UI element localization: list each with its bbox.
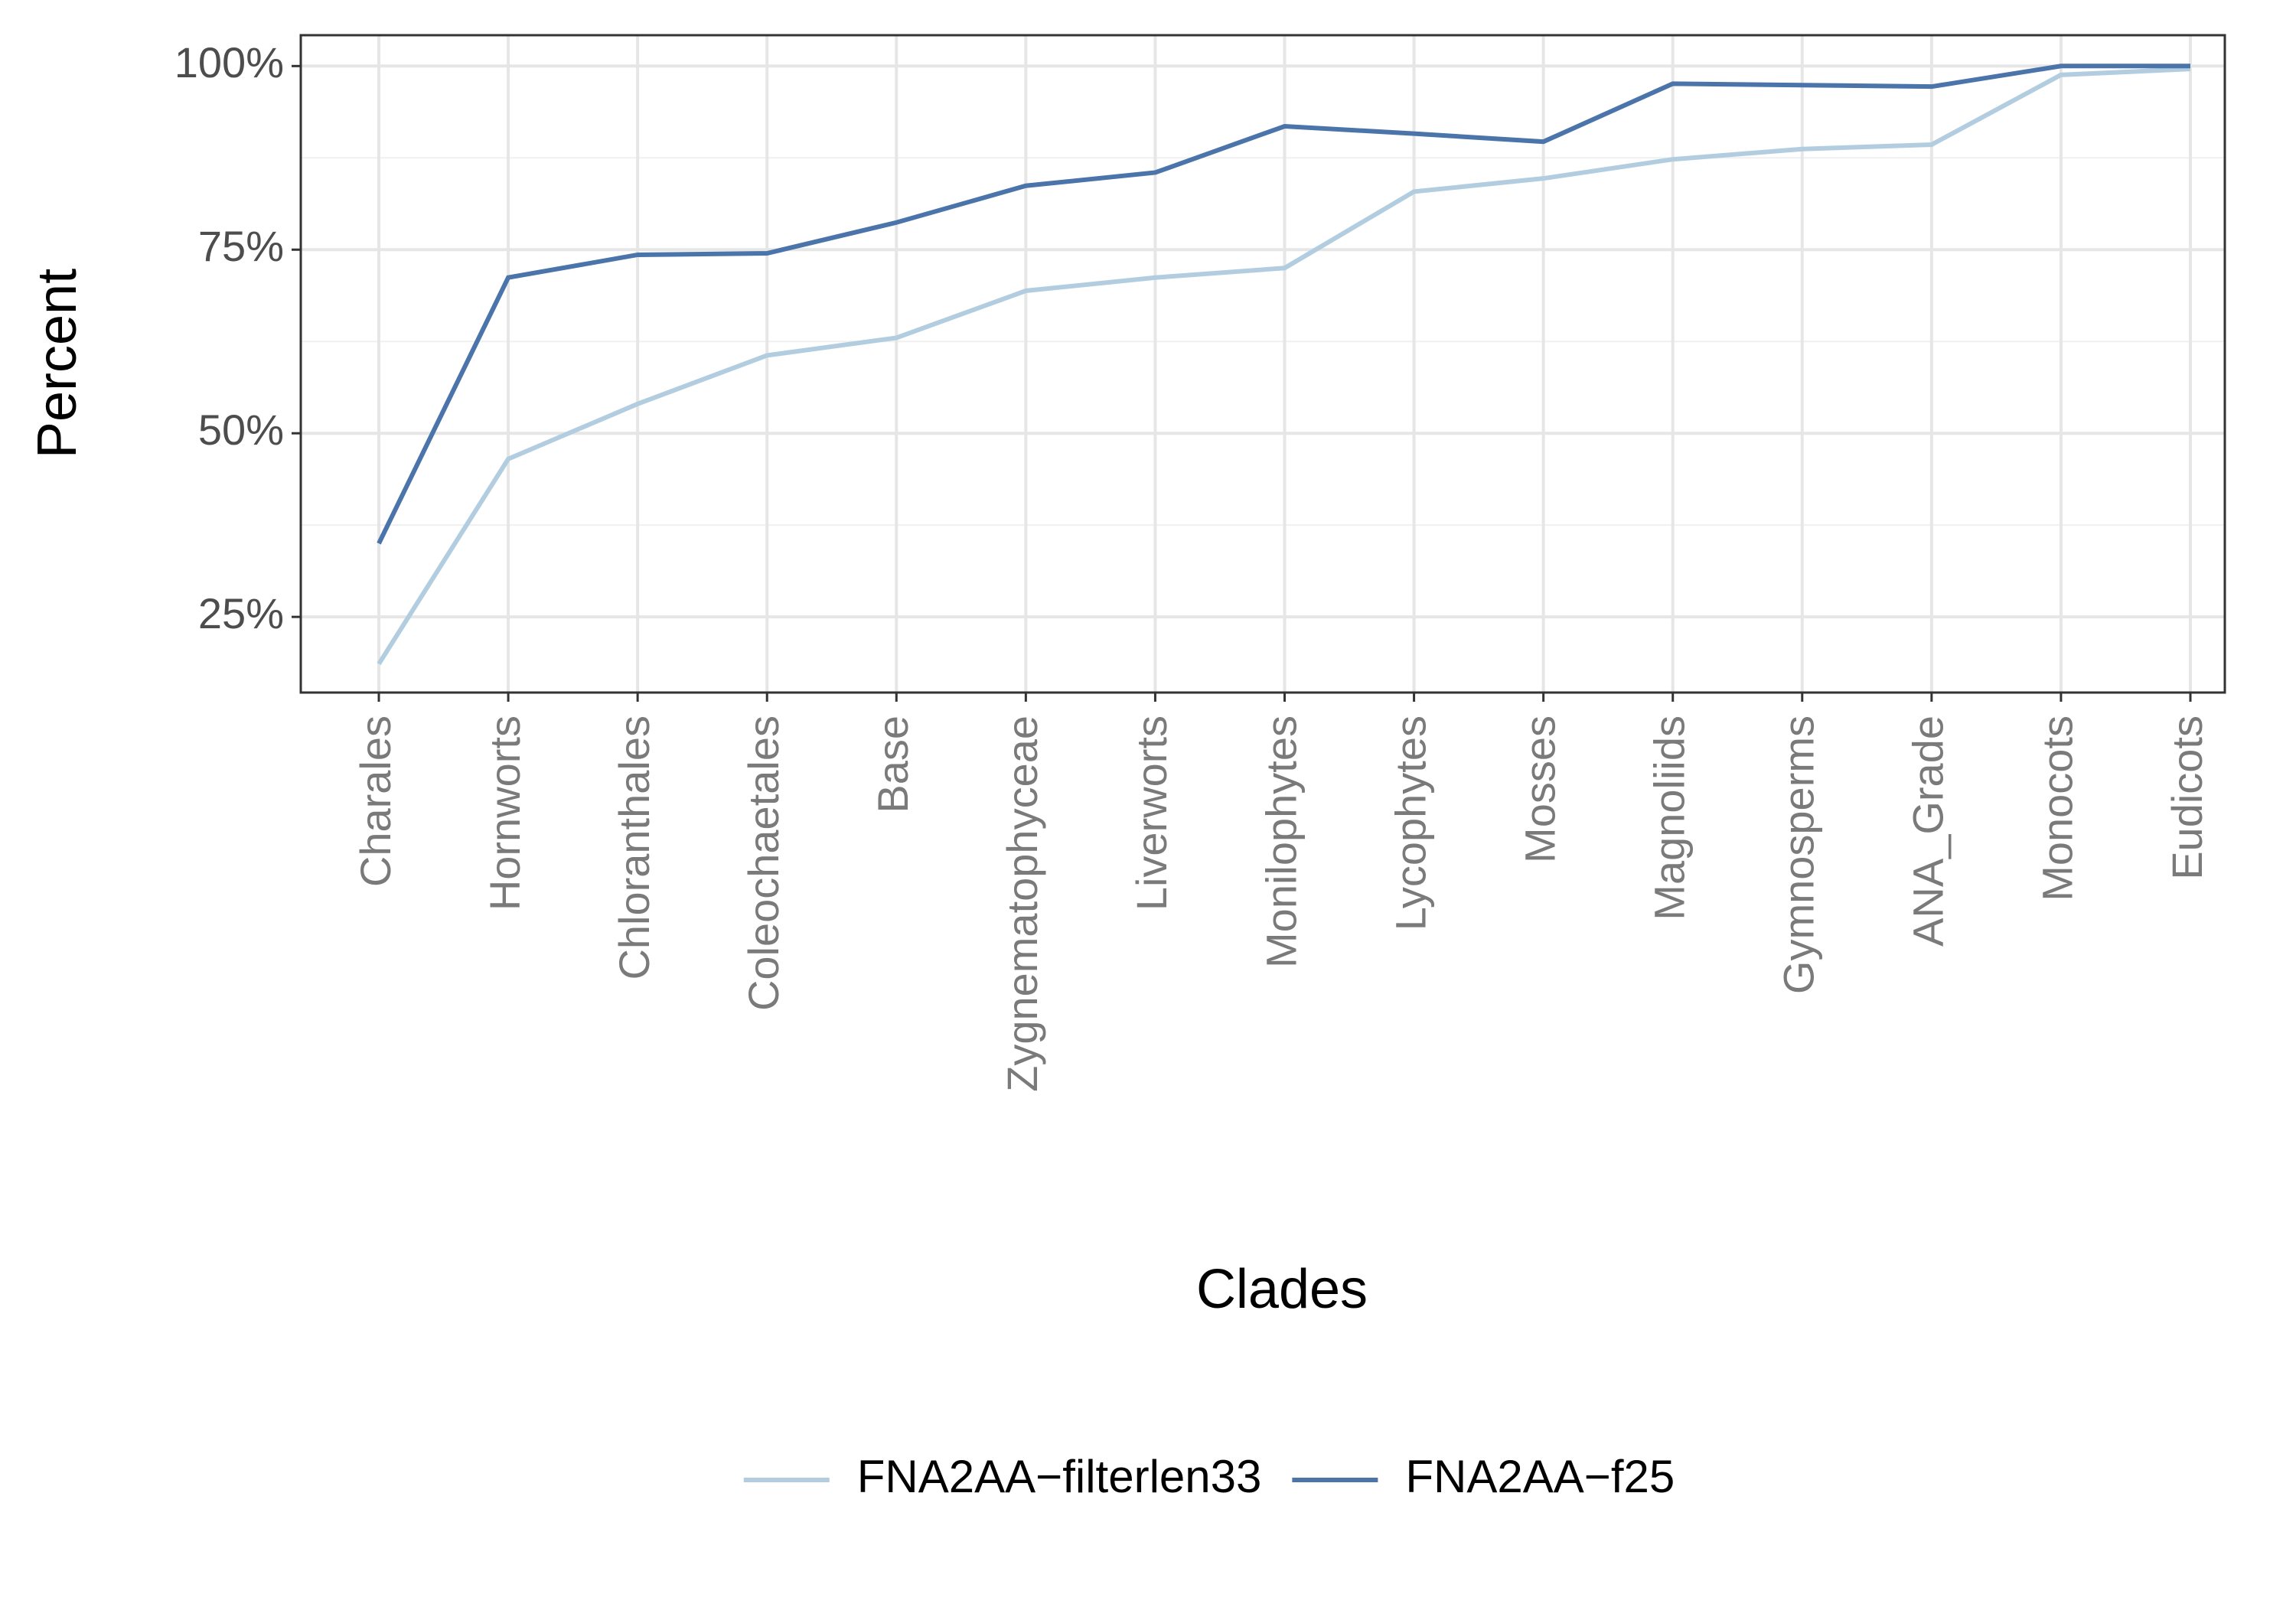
series-line bbox=[377, 67, 2191, 666]
legend-label: FNA2AA−filterlen33 bbox=[857, 1451, 1262, 1502]
x-tick-label: Monocots bbox=[2033, 715, 2082, 901]
x-tick-label: Hornworts bbox=[481, 715, 529, 911]
x-tick-label: Eudicots bbox=[2163, 715, 2211, 880]
x-tick-label: Monilophytes bbox=[1257, 715, 1305, 968]
x-tick-label: Liverworts bbox=[1127, 715, 1176, 911]
y-tick-label: 25% bbox=[198, 589, 284, 637]
y-axis-title: Percent bbox=[27, 269, 88, 458]
x-tick-label: Magnoliids bbox=[1645, 715, 1694, 921]
x-tick-label: Mosses bbox=[1515, 715, 1564, 863]
x-tick-label: Zygnematophyceae bbox=[998, 715, 1046, 1092]
series-line bbox=[377, 64, 2190, 545]
legend-label: FNA2AA−f25 bbox=[1405, 1451, 1675, 1502]
y-tick-label: 100% bbox=[174, 38, 284, 86]
x-tick-label: Base bbox=[869, 715, 917, 813]
x-tick-label: Chloranthales bbox=[610, 715, 658, 980]
x-tick-label: ANA_Grade bbox=[1904, 715, 1952, 947]
y-tick-label: 75% bbox=[198, 222, 284, 270]
x-tick-label: Gymnosperms bbox=[1775, 715, 1823, 994]
panel-border bbox=[299, 34, 2226, 694]
x-tick-label: Lycophytes bbox=[1386, 715, 1434, 931]
x-tick-label: Charales bbox=[351, 715, 400, 887]
x-axis-title: Clades bbox=[1196, 1259, 1368, 1320]
y-tick-label: 50% bbox=[198, 406, 284, 454]
x-tick-label: Coleochaetales bbox=[739, 715, 788, 1011]
